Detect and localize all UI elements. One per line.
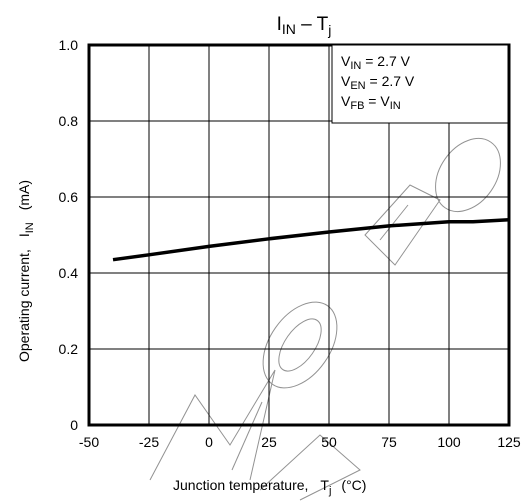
y-tick-label: 1.0: [59, 37, 79, 53]
condition-vin: VIN = 2.7 V: [341, 53, 411, 72]
x-tick-label: 100: [437, 434, 461, 450]
plot-frame: [87, 43, 511, 427]
grid: [89, 45, 509, 425]
chart-title: IIN – Tj: [277, 14, 332, 38]
condition-vfb: VFB = VIN: [341, 93, 401, 112]
x-tick-label: 75: [381, 434, 397, 450]
x-tick-label: 125: [497, 434, 521, 450]
y-axis-label: Operating current,IIN(mA): [16, 180, 36, 362]
x-tick-label: -25: [139, 434, 159, 450]
x-tick-label: 50: [321, 434, 337, 450]
series-layer: [112, 218, 510, 262]
x-tick-label: 25: [261, 434, 277, 450]
x-axis-label: Junction temperature, Tj (°C): [173, 477, 366, 497]
series-line: [112, 218, 510, 262]
y-tick-label: 0.4: [59, 265, 79, 281]
y-tick-label: 0.8: [59, 113, 79, 129]
x-tick-label: -50: [79, 434, 99, 450]
y-tick-labels: 0 0.2 0.4 0.6 0.8 1.0: [59, 37, 79, 433]
x-tick-label: 0: [205, 434, 213, 450]
condition-ven: VEN = 2.7 V: [341, 73, 415, 92]
watermark: [149, 138, 501, 501]
y-tick-label: 0: [70, 417, 78, 433]
x-tick-labels: -50 -25 0 25 50 75 100 125: [79, 434, 521, 450]
y-tick-label: 0.6: [59, 189, 79, 205]
y-tick-label: 0.2: [59, 341, 79, 357]
conditions-box: [331, 44, 509, 124]
